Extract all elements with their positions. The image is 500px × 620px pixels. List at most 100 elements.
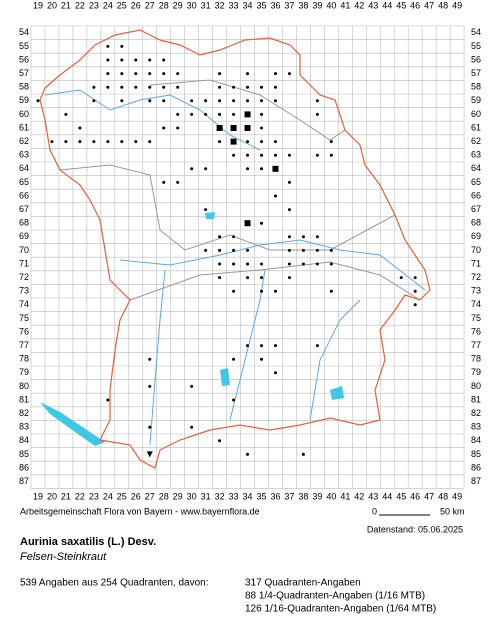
occurrence-dot <box>260 344 264 348</box>
column-label: 46 <box>410 0 420 10</box>
credit: Arbeitsgemeinschaft Flora von Bayern - w… <box>20 506 260 516</box>
row-label: 85 <box>471 449 481 459</box>
row-label: 86 <box>19 462 29 472</box>
occurrence-dot <box>106 140 110 144</box>
occurrence-dot <box>315 262 319 266</box>
column-label: 49 <box>452 0 462 10</box>
row-label: 68 <box>471 218 481 228</box>
occurrence-dot <box>162 85 166 89</box>
row-label: 87 <box>19 476 29 486</box>
row-label: 65 <box>471 177 481 187</box>
occurrence-dot <box>176 85 180 89</box>
occurrence-dot <box>287 276 291 280</box>
occurrence-dot <box>260 140 264 144</box>
column-label: 34 <box>243 491 253 501</box>
occurrence-dot <box>190 425 194 429</box>
occurrence-dot <box>287 235 291 239</box>
occurrence-dot <box>273 344 277 348</box>
occurrence-dot <box>204 167 208 171</box>
occurrence-dot <box>246 344 250 348</box>
row-label: 77 <box>471 340 481 350</box>
column-label: 23 <box>89 0 99 10</box>
occurrence-dot <box>120 44 124 48</box>
occurrence-dot <box>260 99 264 103</box>
date: Datenstand: 05.06.2025 <box>367 524 463 534</box>
column-label: 39 <box>312 0 322 10</box>
occurrence-dot <box>36 99 40 103</box>
occurrence-dot <box>176 126 180 130</box>
occurrence-dot <box>148 85 152 89</box>
row-label: 71 <box>19 258 29 268</box>
row-label: 79 <box>19 367 29 377</box>
occurrence-dot <box>148 425 152 429</box>
column-label: 44 <box>382 0 392 10</box>
column-label: 29 <box>173 0 183 10</box>
occurrence-dot <box>273 72 277 76</box>
column-label: 21 <box>61 491 71 501</box>
row-label: 60 <box>19 109 29 119</box>
occurrence-dot <box>190 167 194 171</box>
column-label: 30 <box>187 491 197 501</box>
occurrence-dot <box>176 112 180 116</box>
occurrence-dot <box>315 112 319 116</box>
occurrence-dot <box>273 99 277 103</box>
row-label: 59 <box>19 95 29 105</box>
occurrence-dot <box>204 99 208 103</box>
row-label: 78 <box>19 354 29 364</box>
column-label: 22 <box>75 491 85 501</box>
occurrence-dot <box>162 126 166 130</box>
row-label: 62 <box>19 136 29 146</box>
occurrence-dot <box>190 112 194 116</box>
occurrence-dot <box>273 371 277 375</box>
occurrence-dot <box>287 72 291 76</box>
scale-end: 50 km <box>440 506 465 516</box>
row-label: 75 <box>19 313 29 323</box>
occurrence-dot <box>260 167 264 171</box>
column-label: 42 <box>354 0 364 10</box>
row-label: 85 <box>19 449 29 459</box>
column-label: 20 <box>47 0 57 10</box>
column-label: 37 <box>284 491 294 501</box>
river <box>149 269 166 446</box>
occurrence-dot <box>120 58 124 62</box>
occurrence-dot <box>92 85 96 89</box>
occurrence-dot <box>162 72 166 76</box>
occurrence-dot <box>106 72 110 76</box>
row-label: 61 <box>19 122 29 132</box>
occurrence-dot <box>106 44 110 48</box>
column-label: 43 <box>368 491 378 501</box>
column-label: 30 <box>187 0 197 10</box>
occurrence-dot <box>329 248 333 252</box>
occurrence-square <box>244 220 251 227</box>
column-label: 47 <box>424 491 434 501</box>
occurrence-dot <box>162 58 166 62</box>
row-label: 79 <box>471 367 481 377</box>
occurrence-dot <box>232 235 236 239</box>
occurrence-dot <box>246 153 250 157</box>
row-label: 81 <box>471 394 481 404</box>
occurrence-dot <box>106 58 110 62</box>
occurrence-dot <box>176 72 180 76</box>
occurrence-dot <box>134 72 138 76</box>
row-label: 86 <box>471 462 481 472</box>
occurrence-dot <box>301 248 305 252</box>
occurrence-dot <box>232 262 236 266</box>
occurrence-dot <box>287 262 291 266</box>
region-boundary <box>59 164 396 251</box>
row-label: 59 <box>471 95 481 105</box>
column-label: 19 <box>33 491 43 501</box>
occurrence-dot <box>273 85 277 89</box>
occurrence-dot <box>273 140 277 144</box>
occurrence-dot <box>218 276 222 280</box>
river <box>229 269 266 421</box>
row-label: 80 <box>471 381 481 391</box>
occurrence-dot <box>329 262 333 266</box>
column-label: 39 <box>312 491 322 501</box>
occurrence-dot <box>287 248 291 252</box>
row-label: 73 <box>19 286 29 296</box>
row-label: 54 <box>471 27 481 37</box>
occurrence-dot <box>329 153 333 157</box>
occurrence-dot <box>120 99 124 103</box>
occurrence-dot <box>134 58 138 62</box>
column-label: 38 <box>298 0 308 10</box>
